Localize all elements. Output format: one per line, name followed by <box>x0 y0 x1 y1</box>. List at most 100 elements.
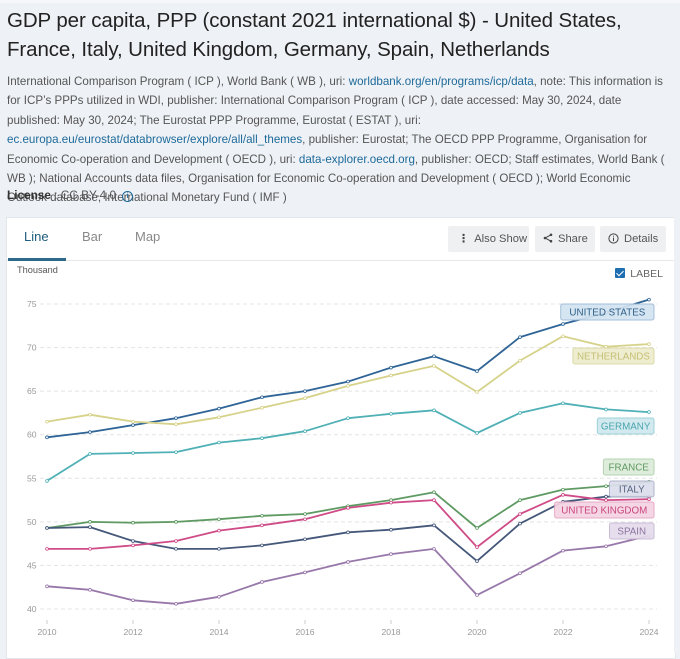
data-point <box>604 407 608 412</box>
series-label: SPAIN <box>609 522 655 540</box>
data-point <box>518 335 522 339</box>
tab-bar[interactable]: Bar <box>82 229 103 244</box>
data-point <box>260 580 264 584</box>
details-button[interactable]: Details <box>600 226 666 252</box>
data-point <box>174 539 178 543</box>
series-label: NETHERLANDS <box>572 347 655 365</box>
data-point <box>475 369 479 373</box>
share-icon <box>543 226 553 252</box>
label-toggle[interactable]: LABEL <box>615 268 663 280</box>
data-point <box>475 526 479 530</box>
data-point <box>432 498 436 502</box>
data-point <box>475 545 479 549</box>
data-point <box>88 412 92 417</box>
data-point <box>88 547 92 551</box>
data-point <box>346 530 350 535</box>
x-tick-label: 2022 <box>553 627 572 637</box>
data-point <box>88 452 92 456</box>
y-tick-label: 60 <box>27 430 37 440</box>
data-point <box>260 405 264 410</box>
data-point <box>518 358 522 363</box>
info-icon[interactable]: i <box>122 191 134 202</box>
data-point <box>647 342 651 346</box>
data-point <box>260 513 264 518</box>
x-tick-label: 2020 <box>467 627 486 637</box>
x-tick-label: 2016 <box>295 627 314 637</box>
chart-panel: Line Bar Map ⋮ Also Show Share Details Th… <box>6 217 676 659</box>
page-title: GDP per capita, PPP (constant 2021 inter… <box>7 9 622 61</box>
data-point <box>217 440 221 445</box>
series-label: ITALY <box>609 480 655 498</box>
source-citation: International Comparison Program ( ICP )… <box>7 72 669 208</box>
data-point <box>389 411 393 416</box>
series-label-box <box>609 522 655 540</box>
data-point <box>174 416 178 420</box>
data-point <box>518 521 522 526</box>
data-point <box>303 429 307 434</box>
y-tick-label: 75 <box>27 299 37 309</box>
info-icon <box>608 226 619 252</box>
source-link[interactable]: data-explorer.oecd.org <box>298 152 415 166</box>
data-point <box>561 487 565 492</box>
data-point <box>217 415 221 420</box>
data-point <box>647 497 651 502</box>
data-point <box>346 379 350 384</box>
license-label: License <box>7 188 51 202</box>
active-tab-indicator <box>8 258 66 261</box>
data-point <box>88 588 92 592</box>
license-value: CC BY-4.0 <box>60 188 117 202</box>
data-point <box>260 523 264 528</box>
data-point <box>389 552 393 556</box>
data-point <box>604 544 608 549</box>
data-point <box>561 401 565 406</box>
series-label: GERMANY <box>596 417 655 435</box>
data-point <box>346 560 350 564</box>
scrollbar-track[interactable] <box>674 217 680 653</box>
license: License : CC BY-4.0 i <box>7 188 134 202</box>
data-point <box>432 408 436 413</box>
data-point <box>561 322 565 326</box>
data-point <box>174 547 178 551</box>
data-point <box>518 498 522 502</box>
data-point <box>346 506 350 510</box>
data-point <box>88 520 92 524</box>
details-label: Details <box>624 233 659 245</box>
tab-line[interactable]: Line <box>24 229 49 244</box>
label-checkbox[interactable] <box>615 268 626 278</box>
data-point <box>432 523 436 528</box>
data-point <box>45 526 49 530</box>
data-point <box>561 493 565 497</box>
source-link[interactable]: ec.europa.eu/eurostat/databrowser/explor… <box>7 133 303 147</box>
series-line-spain <box>46 534 650 605</box>
x-tick-label: 2024 <box>639 627 658 637</box>
source-link[interactable]: worldbank.org/en/programs/icp/data <box>348 75 534 88</box>
data-point <box>303 389 307 393</box>
tab-map[interactable]: Map <box>135 229 161 244</box>
data-point <box>217 547 221 551</box>
data-point <box>303 396 307 400</box>
series-label-text: GERMANY <box>601 422 651 433</box>
data-point <box>131 451 135 455</box>
data-point <box>475 559 479 563</box>
data-point <box>647 410 651 414</box>
x-tick-label: 2012 <box>123 627 142 637</box>
chart-tabs: Line Bar Map ⋮ Also Show Share Details <box>7 218 675 261</box>
data-point <box>260 543 264 548</box>
data-point <box>131 520 135 525</box>
data-point <box>45 479 49 483</box>
x-tick-label: 2014 <box>209 627 228 637</box>
also-show-button[interactable]: ⋮ Also Show <box>448 226 529 252</box>
data-point <box>432 490 436 495</box>
data-point <box>432 547 436 551</box>
data-point <box>518 411 522 415</box>
data-point <box>604 498 608 502</box>
data-point <box>475 593 479 597</box>
vertical-dots-icon: ⋮ <box>458 233 470 245</box>
series-label-text: SPAIN <box>617 527 646 538</box>
y-tick-label: 50 <box>27 517 37 527</box>
data-point <box>518 512 522 516</box>
share-button[interactable]: Share <box>535 226 595 252</box>
data-point <box>389 365 393 370</box>
data-point <box>432 354 436 359</box>
data-point <box>389 500 393 505</box>
